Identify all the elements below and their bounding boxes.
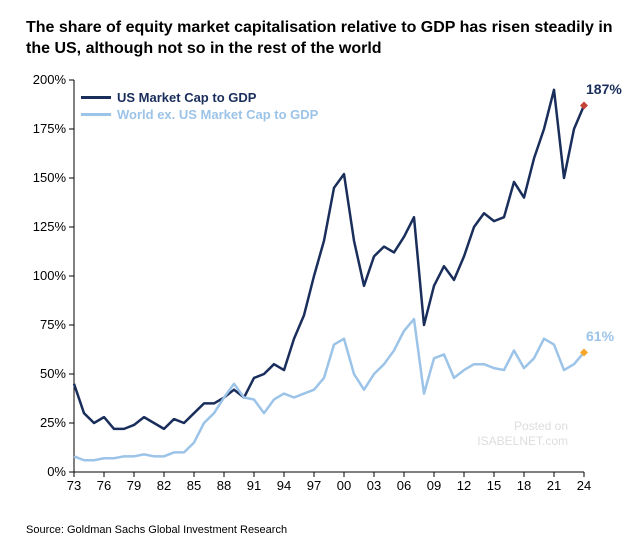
svg-text:18: 18 — [517, 478, 531, 493]
chart-title: The share of equity market capitalisatio… — [26, 18, 620, 60]
svg-text:09: 09 — [427, 478, 441, 493]
end-label-us: 187% — [586, 81, 622, 97]
svg-text:79: 79 — [127, 478, 141, 493]
legend-label-world: World ex. US Market Cap to GDP — [117, 107, 318, 122]
legend-swatch-world — [81, 113, 111, 116]
svg-text:50%: 50% — [40, 366, 66, 381]
svg-text:82: 82 — [157, 478, 171, 493]
svg-text:06: 06 — [397, 478, 411, 493]
svg-text:85: 85 — [187, 478, 201, 493]
watermark: Posted on ISABELNET.com — [477, 419, 568, 448]
svg-text:00: 00 — [337, 478, 351, 493]
svg-text:125%: 125% — [33, 219, 67, 234]
svg-text:25%: 25% — [40, 415, 66, 430]
svg-text:75%: 75% — [40, 317, 66, 332]
svg-text:200%: 200% — [33, 72, 67, 87]
svg-text:12: 12 — [457, 478, 471, 493]
watermark-line1: Posted on — [477, 419, 568, 433]
chart-legend: US Market Cap to GDP World ex. US Market… — [81, 90, 318, 124]
legend-item-world: World ex. US Market Cap to GDP — [81, 107, 318, 122]
svg-text:0%: 0% — [47, 464, 66, 479]
svg-text:76: 76 — [97, 478, 111, 493]
chart-container: 0%25%50%75%100%125%150%175%200%737679828… — [26, 80, 616, 500]
svg-text:15: 15 — [487, 478, 501, 493]
legend-swatch-us — [81, 96, 111, 100]
end-label-world: 61% — [586, 328, 614, 344]
legend-label-us: US Market Cap to GDP — [117, 90, 256, 105]
svg-text:150%: 150% — [33, 170, 67, 185]
svg-text:21: 21 — [547, 478, 561, 493]
svg-text:88: 88 — [217, 478, 231, 493]
svg-text:73: 73 — [67, 478, 81, 493]
svg-text:97: 97 — [307, 478, 321, 493]
svg-text:24: 24 — [577, 478, 591, 493]
svg-text:91: 91 — [247, 478, 261, 493]
svg-text:03: 03 — [367, 478, 381, 493]
svg-text:100%: 100% — [33, 268, 67, 283]
source-text: Source: Goldman Sachs Global Investment … — [26, 524, 287, 536]
svg-text:175%: 175% — [33, 121, 67, 136]
watermark-line2: ISABELNET.com — [477, 434, 568, 448]
legend-item-us: US Market Cap to GDP — [81, 90, 318, 105]
svg-text:94: 94 — [277, 478, 291, 493]
